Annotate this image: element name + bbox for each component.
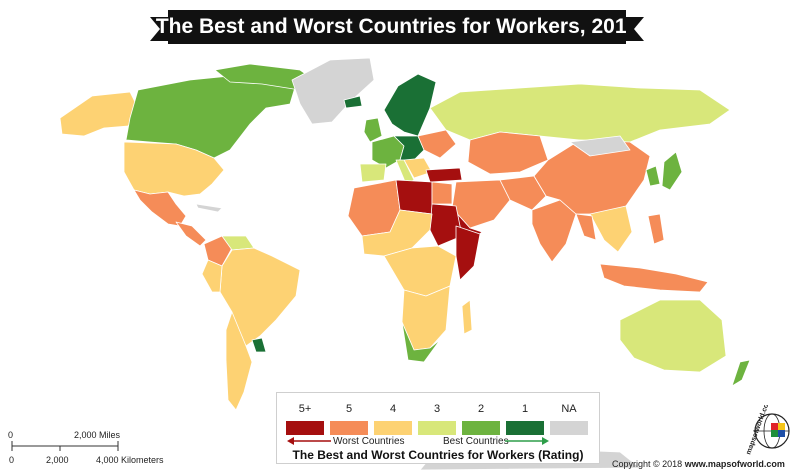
title-ribbon-right (626, 17, 644, 41)
greenland (291, 57, 375, 125)
legend-swatch-5plus (286, 421, 324, 435)
central-america (175, 221, 207, 247)
copyright-prefix: Copyright © 2018 (612, 459, 683, 469)
eastern-europe (417, 129, 457, 159)
iceland (343, 95, 363, 109)
south-africa (401, 321, 441, 363)
horn-of-africa (455, 225, 481, 281)
colombia (203, 235, 233, 267)
mongolia (569, 135, 631, 157)
australia (619, 299, 727, 373)
legend-label-4: 4 (389, 403, 397, 415)
myanmar (575, 213, 597, 241)
legend-swatch-2 (462, 421, 500, 435)
central-asia (467, 131, 549, 175)
philippines (647, 213, 665, 245)
legend-caption: The Best and Worst Countries for Workers… (292, 448, 584, 462)
mapsofworld-logo-icon: mapsofworld.com (745, 405, 790, 456)
new-zealand (731, 359, 751, 387)
scale-km-label: 4,000 Kilometers (96, 455, 164, 465)
scale-miles-zero: 0 (8, 430, 14, 440)
iberia (359, 163, 387, 183)
copyright-site-link[interactable]: www.mapsofworld.com (684, 459, 785, 469)
legend-best-label: Best Countries (443, 436, 509, 447)
legend-swatch-na (550, 421, 588, 435)
turkey (425, 167, 463, 183)
title-ribbon-left (150, 17, 168, 41)
indonesia (599, 263, 709, 293)
southeast-asia (589, 205, 633, 253)
italy (395, 159, 415, 185)
best-arrow-icon (505, 437, 549, 445)
japan (661, 151, 683, 191)
worst-arrow-icon (287, 437, 331, 445)
legend-label-na: NA (561, 403, 577, 415)
legend-label-2: 2 (477, 403, 485, 415)
scale-km-zero: 0 (9, 455, 15, 465)
korea (645, 165, 661, 187)
copyright: Copyright © 2018 www.mapsofworld.com (612, 459, 785, 469)
uruguay (251, 337, 267, 353)
legend-swatch-3 (418, 421, 456, 435)
india (531, 199, 577, 263)
iran-pakistan (499, 175, 547, 211)
legend-label-5plus: 5+ (298, 403, 312, 415)
scale-km-mid: 2,000 (46, 455, 69, 465)
argentina (225, 311, 253, 411)
norway-sweden-finland (383, 73, 437, 137)
legend-label-5: 5 (345, 403, 353, 415)
russia (429, 83, 731, 143)
legend-swatch-4 (374, 421, 412, 435)
scale-bar (11, 441, 119, 451)
uk (363, 117, 383, 143)
egypt (431, 181, 453, 205)
peru-region (201, 259, 223, 293)
legend-label-1: 1 (521, 403, 529, 415)
madagascar (461, 299, 473, 335)
sahel (361, 209, 433, 257)
alaska (59, 91, 141, 137)
cuba (195, 203, 223, 213)
page-title: The Best and Worst Countries for Workers… (156, 10, 638, 44)
legend-label-3: 3 (433, 403, 441, 415)
mexico (133, 189, 187, 227)
legend-swatch-1 (506, 421, 544, 435)
legend: 5+ 5 4 3 2 1 NA Worst Countries Best Cou… (276, 392, 600, 464)
legend-worst-label: Worst Countries (333, 436, 405, 447)
libya-algeria (395, 179, 433, 215)
legend-swatch-5 (330, 421, 368, 435)
scale-miles-label: 2,000 Miles (74, 430, 121, 440)
